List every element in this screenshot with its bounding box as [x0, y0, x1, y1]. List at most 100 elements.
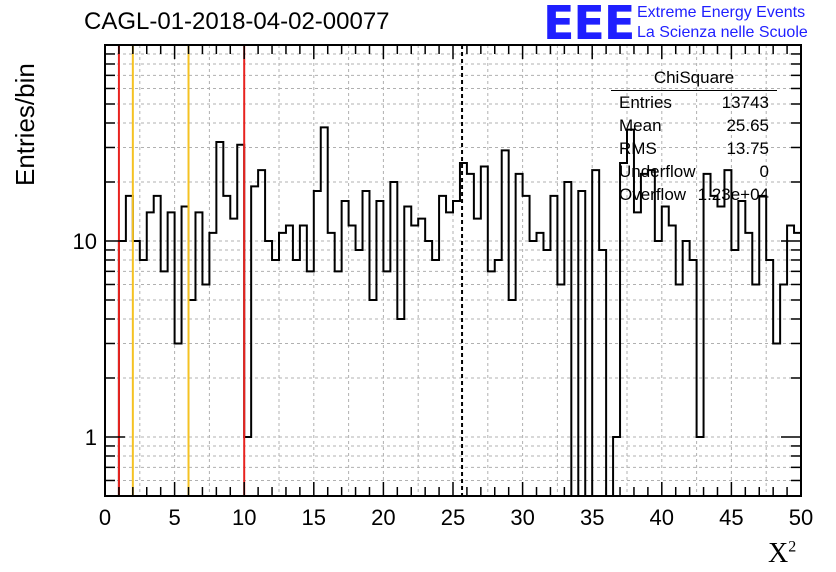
histogram-bin [683, 241, 690, 496]
eee-logo-mark: EEE [543, 0, 635, 50]
histogram-bin [676, 284, 683, 496]
histogram-bars [105, 126, 801, 497]
x-tick-label: 45 [719, 505, 743, 530]
histogram-bin [202, 284, 209, 496]
reference-lines [117, 45, 464, 496]
x-tick-label: 30 [510, 505, 534, 530]
x-tick-label: 15 [302, 505, 326, 530]
x-tick-label: 20 [371, 505, 395, 530]
histogram-bin [648, 170, 655, 496]
histogram-bin [251, 186, 258, 496]
histogram-bin [752, 284, 759, 496]
histogram-outline [105, 126, 801, 497]
stats-value: 13743 [721, 93, 769, 112]
histogram-bin [237, 145, 244, 496]
histogram-bin [168, 212, 175, 496]
stats-row-overflow: Overflow 1.23e+04 [611, 184, 777, 207]
histogram-bin [488, 271, 495, 496]
histogram-bin [189, 300, 196, 496]
histogram-bin [502, 150, 509, 496]
histogram-bin [147, 212, 154, 496]
histogram-bin [453, 201, 460, 496]
histogram-bin [641, 174, 648, 496]
histogram-bin [669, 225, 676, 496]
histogram-bin [175, 343, 182, 496]
x-tick-label: 0 [99, 505, 111, 530]
histogram-bin [557, 284, 564, 496]
histogram-bin [738, 201, 745, 496]
chart-title: CAGL-01-2018-04-02-00077 [84, 8, 390, 35]
logo-line-1: Extreme Energy Events [637, 4, 806, 21]
histogram-bin [376, 201, 383, 496]
histogram-bin [342, 201, 349, 496]
histogram-bin [655, 241, 662, 496]
x-tick-label: 10 [232, 505, 256, 530]
x-tick-label: 40 [650, 505, 674, 530]
histogram-bin [773, 343, 780, 496]
histogram-bin [704, 174, 711, 496]
stats-value: 1.23e+04 [697, 185, 769, 204]
x-axis-label-base: X [768, 538, 789, 569]
stats-row-mean: Mean 25.65 [611, 115, 777, 138]
axis-ticks [104, 44, 802, 497]
histogram-bin [390, 182, 397, 496]
x-tick-label: 5 [168, 505, 180, 530]
y-tick-label: 1 [85, 425, 97, 450]
histogram-bin [731, 250, 738, 496]
histogram-bin [321, 127, 328, 496]
histogram-bin [530, 241, 537, 496]
histogram-bin [780, 284, 787, 496]
y-axis-label: Entries/bin [10, 63, 40, 186]
x-axis-label-exponent: 2 [788, 538, 797, 556]
stats-key: Underflow [619, 162, 696, 181]
histogram-bin [516, 174, 523, 496]
stats-key: Mean [619, 116, 662, 135]
histogram-bin [467, 174, 474, 496]
tick-labels: 0 5 10 15 20 25 30 35 40 45 50 1 10 [73, 229, 814, 530]
histogram-bin [383, 271, 390, 496]
stats-value: 13.75 [726, 139, 769, 158]
histogram-bin [592, 170, 599, 496]
stats-value: 0 [759, 162, 769, 181]
stats-key: RMS [619, 139, 657, 158]
histogram-bin [161, 271, 168, 496]
x-tick-label: 35 [580, 505, 604, 530]
x-tick-label: 25 [441, 505, 465, 530]
histogram-bin [724, 170, 731, 496]
histogram-bin [279, 233, 286, 496]
histogram-bin [286, 225, 293, 496]
stats-row-entries: Entries 13743 [611, 92, 777, 115]
histogram-bin [328, 233, 335, 496]
stats-row-rms: RMS 13.75 [611, 138, 777, 161]
histogram-bin [258, 170, 265, 496]
stats-title: ChiSquare [611, 68, 777, 91]
histogram-bin [599, 250, 606, 496]
histogram-bin [411, 225, 418, 496]
histogram-bin [300, 225, 307, 496]
histogram-bin [356, 250, 363, 496]
stats-key: Overflow [619, 185, 687, 204]
stats-key: Entries [619, 93, 672, 112]
histogram-bin [537, 233, 544, 496]
logo-line-2: La Scienza nelle Scuole [637, 24, 808, 41]
histogram-bin [564, 182, 571, 496]
histogram-bin [133, 241, 140, 496]
histogram-bin [307, 271, 314, 496]
histogram-bin [265, 241, 272, 496]
x-axis-label: X2 [768, 538, 796, 570]
histogram-bin [209, 233, 216, 496]
histogram-bin [119, 241, 126, 496]
stats-value: 25.65 [726, 116, 769, 135]
histogram-bin [543, 250, 550, 496]
histogram-bin [745, 233, 752, 496]
grid [105, 45, 801, 496]
histogram-bin [481, 166, 488, 496]
histogram-bin [195, 212, 202, 496]
stats-box: ChiSquare Entries 13743 Mean 25.65 RMS 1… [611, 68, 777, 207]
x-tick-label: 50 [789, 505, 813, 530]
histogram-bin [425, 241, 432, 496]
histogram-bin [349, 225, 356, 496]
histogram-bin [335, 271, 342, 496]
histogram-bin [446, 212, 453, 496]
